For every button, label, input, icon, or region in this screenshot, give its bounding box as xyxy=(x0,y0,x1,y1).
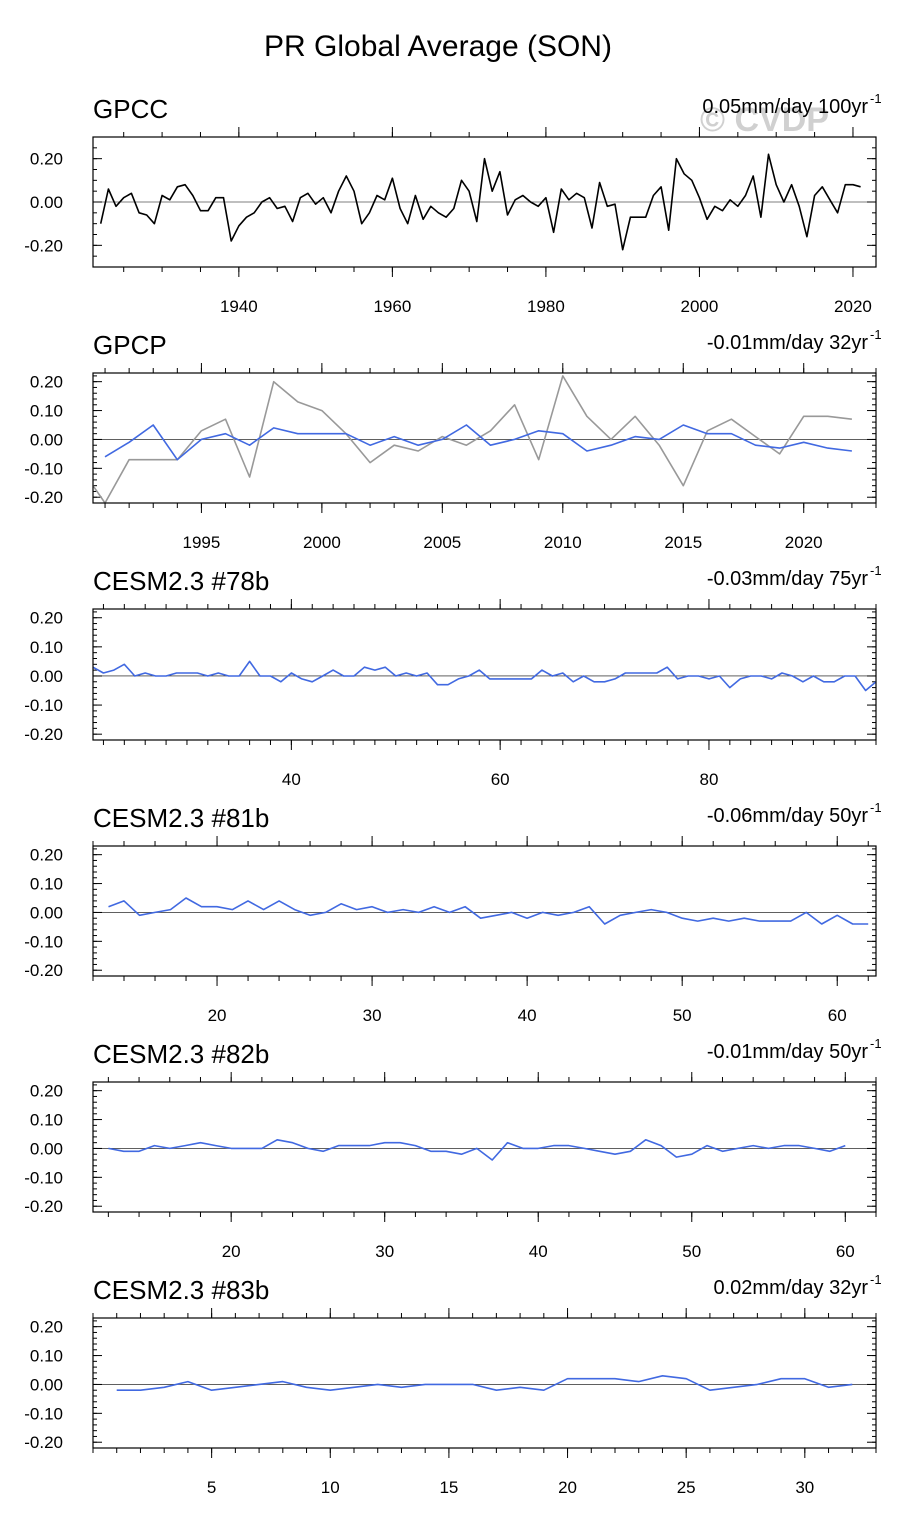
y-tick-label: -0.10 xyxy=(24,1404,63,1423)
x-tick-label: 10 xyxy=(321,1478,340,1497)
panel-title: CESM2.3 #83b xyxy=(93,1275,269,1305)
y-tick-label: 0.00 xyxy=(30,667,63,686)
panel-title: CESM2.3 #78b xyxy=(93,566,269,596)
x-tick-label: 2020 xyxy=(785,533,823,552)
panel-3: CESM2.3 #78b -0.03mm/day 75yr -1 -0.20 -0.10… xyxy=(24,563,881,789)
series-line-1 xyxy=(116,1375,853,1391)
trend-label: 0.02mm/day 32yr xyxy=(713,1277,868,1299)
y-tick-label: -0.10 xyxy=(24,932,63,951)
plot-frame xyxy=(92,608,877,741)
y-tick-label: 0.10 xyxy=(30,402,63,421)
y-tick-label: 0.20 xyxy=(30,1318,63,1337)
trend-label: -0.01mm/day 50yr xyxy=(707,1041,869,1063)
x-tick-label: 60 xyxy=(491,770,510,789)
panel-title: GPCP xyxy=(93,330,167,360)
y-tick-label: 0.20 xyxy=(30,1082,63,1101)
watermark: © CVDP xyxy=(700,101,829,139)
panel-title: CESM2.3 #82b xyxy=(93,1039,269,1069)
trend-label: 0.05mm/day 100yr xyxy=(702,96,868,118)
trend-label: -0.03mm/day 75yr xyxy=(707,568,869,590)
series-line-2 xyxy=(104,424,852,461)
series-line-1 xyxy=(108,897,869,925)
x-tick-label: 5 xyxy=(207,1478,216,1497)
x-tick-label: 2000 xyxy=(303,533,341,552)
plot-frame xyxy=(92,1081,877,1213)
y-tick-label: -0.20 xyxy=(24,1433,63,1452)
y-tick-label: -0.10 xyxy=(24,1168,63,1187)
y-tick-label: -0.20 xyxy=(24,236,63,255)
x-tick-label: 40 xyxy=(529,1242,548,1261)
y-tick-label: 0.20 xyxy=(30,150,63,169)
y-tick-label: -0.10 xyxy=(24,459,63,478)
y-tick-label: -0.10 xyxy=(24,696,63,715)
y-tick-label: 0.00 xyxy=(30,193,63,212)
x-tick-label: 2015 xyxy=(664,533,702,552)
trend-superscript: -1 xyxy=(870,563,882,578)
panel-title: GPCC xyxy=(93,94,168,124)
x-tick-label: 60 xyxy=(828,1006,847,1025)
x-tick-label: 30 xyxy=(795,1478,814,1497)
x-tick-label: 50 xyxy=(682,1242,701,1261)
y-tick-label: 0.20 xyxy=(30,373,63,392)
panel-5: CESM2.3 #82b -0.01mm/day 50yr -1 -0.20 -0.10… xyxy=(24,1036,881,1261)
plot-frame xyxy=(92,1317,877,1449)
y-tick-label: 0.00 xyxy=(30,1139,63,1158)
trend-label: -0.06mm/day 50yr xyxy=(707,805,869,827)
y-tick-label: 0.00 xyxy=(30,903,63,922)
x-tick-label: 50 xyxy=(673,1006,692,1025)
x-tick-label: 20 xyxy=(222,1242,241,1261)
y-tick-label: 0.10 xyxy=(30,638,63,657)
x-tick-label: 20 xyxy=(208,1006,227,1025)
x-tick-label: 1995 xyxy=(183,533,221,552)
y-tick-label: -0.20 xyxy=(24,961,63,980)
x-tick-label: 1980 xyxy=(527,297,565,316)
series-line-1 xyxy=(93,660,876,692)
trend-superscript: -1 xyxy=(870,1272,882,1287)
panel-6: CESM2.3 #83b 0.02mm/day 32yr -1 -0.20 -0.10 0… xyxy=(24,1272,881,1497)
trend-superscript: -1 xyxy=(870,327,882,342)
panel-title: CESM2.3 #81b xyxy=(93,803,269,833)
x-tick-label: 20 xyxy=(558,1478,577,1497)
series-line-1 xyxy=(108,1139,846,1161)
trend-label: -0.01mm/day 32yr xyxy=(707,332,869,354)
x-tick-label: 60 xyxy=(836,1242,855,1261)
figure-title: PR Global Average (SON) xyxy=(264,30,612,63)
panel-4: CESM2.3 #81b -0.06mm/day 50yr -1 -0.20 -0.10… xyxy=(24,800,881,1025)
y-tick-label: 0.00 xyxy=(30,430,63,449)
y-tick-label: 0.10 xyxy=(30,875,63,894)
series-line-1 xyxy=(99,153,861,251)
x-tick-label: 40 xyxy=(518,1006,537,1025)
y-tick-label: -0.20 xyxy=(24,1197,63,1216)
x-tick-label: 2020 xyxy=(834,297,872,316)
series-line-1 xyxy=(93,375,852,503)
panel-1: GPCC 0.05mm/day 100yr -1 -0.20 0.00 0.20 1940 1… xyxy=(24,91,881,316)
trend-superscript: -1 xyxy=(870,800,882,815)
y-tick-label: 0.10 xyxy=(30,1347,63,1366)
plot-frame xyxy=(92,136,877,268)
x-tick-label: 1960 xyxy=(373,297,411,316)
y-tick-label: 0.00 xyxy=(30,1375,63,1394)
x-tick-label: 1940 xyxy=(220,297,258,316)
x-tick-label: 40 xyxy=(282,770,301,789)
x-tick-label: 80 xyxy=(699,770,718,789)
x-tick-label: 15 xyxy=(439,1478,458,1497)
x-tick-label: 30 xyxy=(363,1006,382,1025)
y-tick-label: 0.20 xyxy=(30,846,63,865)
plot-frame xyxy=(92,845,877,977)
y-tick-label: 0.20 xyxy=(30,609,63,628)
trend-superscript: -1 xyxy=(870,91,882,106)
x-tick-label: 2000 xyxy=(681,297,719,316)
x-tick-label: 2005 xyxy=(423,533,461,552)
x-tick-label: 2010 xyxy=(544,533,582,552)
x-tick-label: 25 xyxy=(677,1478,696,1497)
y-tick-label: -0.20 xyxy=(24,488,63,507)
y-tick-label: 0.10 xyxy=(30,1111,63,1130)
plot-frame xyxy=(92,372,877,504)
trend-superscript: -1 xyxy=(870,1036,882,1051)
y-tick-label: -0.20 xyxy=(24,725,63,744)
panel-2: GPCP -0.01mm/day 32yr -1 -0.20 -0.10 0.00 0.10… xyxy=(24,327,881,552)
x-tick-label: 30 xyxy=(375,1242,394,1261)
